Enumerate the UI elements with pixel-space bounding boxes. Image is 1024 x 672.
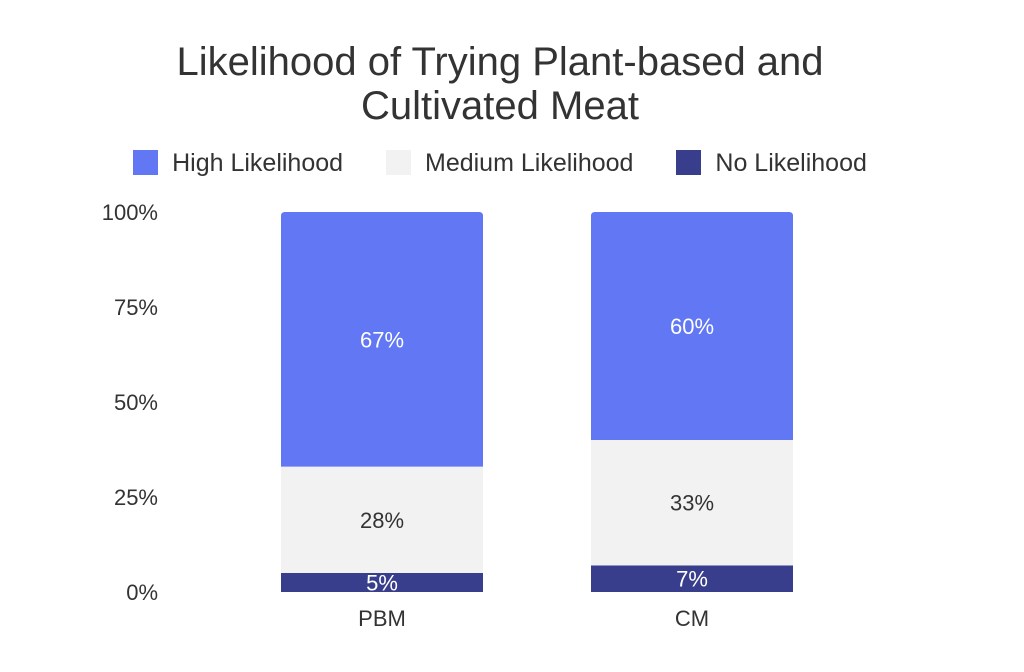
data-label: 7%: [676, 567, 708, 592]
x-tick-label: PBM: [358, 606, 406, 631]
legend-item-none: No Likelihood: [676, 147, 867, 179]
bar-segment-no-likelihood-cm: [591, 565, 793, 592]
bar-segment-medium-likelihood-cm: [591, 440, 793, 566]
legend-item-medium: Medium Likelihood: [386, 147, 633, 179]
legend-label-none: No Likelihood: [715, 149, 867, 178]
chart-legend: High Likelihood Medium Likelihood No Lik…: [0, 146, 1000, 179]
chart-title-line-2: Cultivated Meat: [361, 84, 639, 128]
x-tick-label: CM: [675, 606, 709, 631]
legend-swatch-high: [133, 150, 159, 176]
data-label: 33%: [670, 491, 714, 516]
y-tick-label: 100%: [102, 200, 158, 225]
data-label: 28%: [360, 508, 404, 533]
y-tick-label: 50%: [114, 390, 158, 415]
bar-segment-high-likelihood-pbm: [281, 212, 483, 467]
bar-segment-medium-likelihood-pbm: [281, 466, 483, 573]
legend-swatch-none: [676, 150, 702, 176]
y-tick-label: 75%: [114, 295, 158, 320]
data-label: 67%: [360, 327, 404, 352]
legend-swatch-medium: [386, 150, 411, 176]
data-label: 5%: [366, 571, 398, 596]
legend-label-medium: Medium Likelihood: [425, 149, 634, 178]
y-tick-label: 25%: [114, 485, 158, 510]
chart-title: Likelihood of Trying Plant-based and Cul…: [0, 40, 1000, 128]
data-label: 60%: [670, 314, 714, 339]
chart-title-line-1: Likelihood of Trying Plant-based and: [176, 40, 824, 84]
y-tick-label: 0%: [126, 580, 158, 605]
legend-label-high: High Likelihood: [172, 149, 344, 178]
legend-item-high: High Likelihood: [133, 147, 343, 179]
bar-segment-high-likelihood-cm: [591, 212, 793, 440]
bar-segment-no-likelihood-pbm: [281, 573, 483, 592]
